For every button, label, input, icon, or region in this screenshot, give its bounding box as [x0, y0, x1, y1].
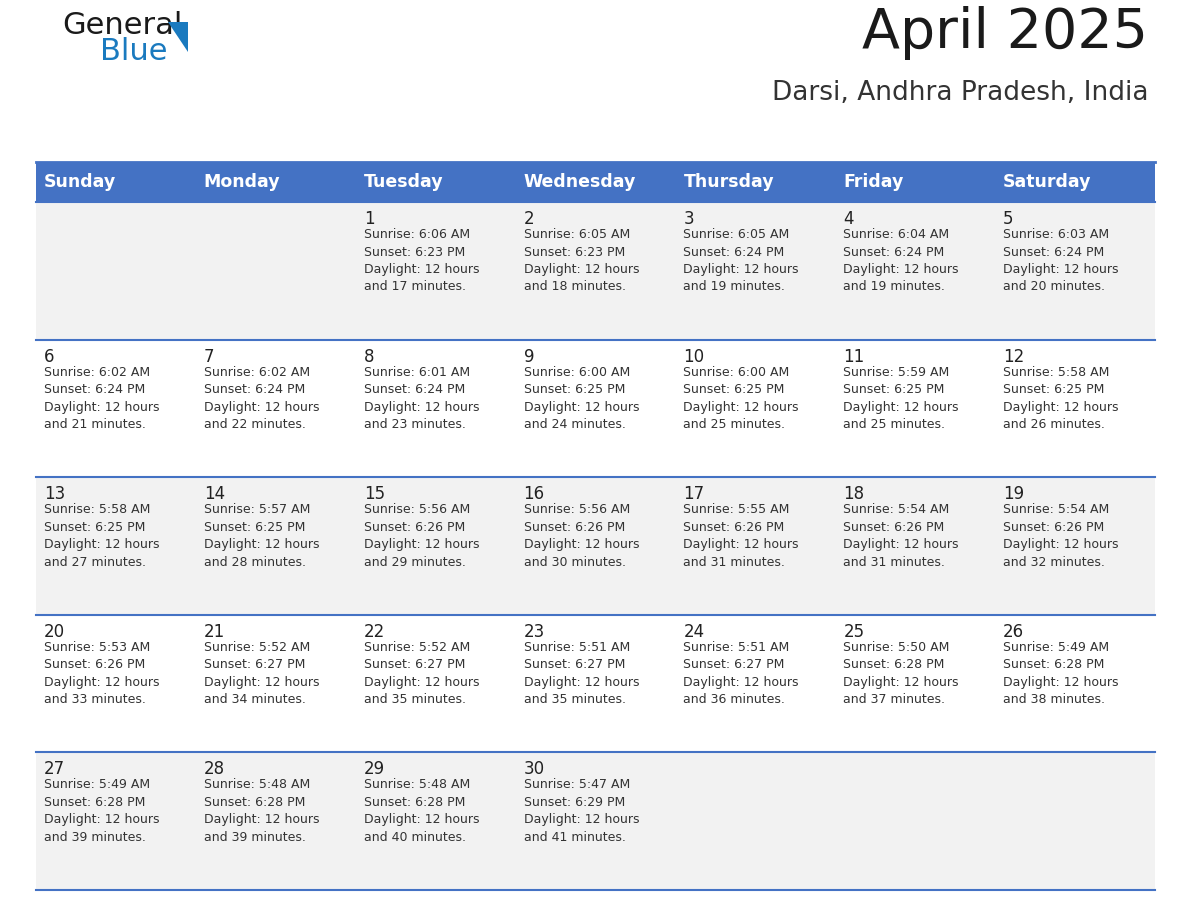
- Text: 16: 16: [524, 486, 544, 503]
- Text: Sunrise: 5:58 AM
Sunset: 6:25 PM
Daylight: 12 hours
and 26 minutes.: Sunrise: 5:58 AM Sunset: 6:25 PM Dayligh…: [1003, 365, 1119, 431]
- Text: Sunrise: 5:47 AM
Sunset: 6:29 PM
Daylight: 12 hours
and 41 minutes.: Sunrise: 5:47 AM Sunset: 6:29 PM Dayligh…: [524, 778, 639, 844]
- Text: Sunrise: 5:51 AM
Sunset: 6:27 PM
Daylight: 12 hours
and 36 minutes.: Sunrise: 5:51 AM Sunset: 6:27 PM Dayligh…: [683, 641, 798, 706]
- Text: Monday: Monday: [204, 173, 280, 191]
- Text: Tuesday: Tuesday: [364, 173, 443, 191]
- Text: 15: 15: [364, 486, 385, 503]
- Text: Sunrise: 5:57 AM
Sunset: 6:25 PM
Daylight: 12 hours
and 28 minutes.: Sunrise: 5:57 AM Sunset: 6:25 PM Dayligh…: [204, 503, 320, 568]
- Text: 24: 24: [683, 622, 704, 641]
- Text: Sunrise: 6:02 AM
Sunset: 6:24 PM
Daylight: 12 hours
and 21 minutes.: Sunrise: 6:02 AM Sunset: 6:24 PM Dayligh…: [44, 365, 159, 431]
- Text: 20: 20: [44, 622, 65, 641]
- Text: Darsi, Andhra Pradesh, India: Darsi, Andhra Pradesh, India: [771, 80, 1148, 106]
- Bar: [36, 340, 1155, 477]
- Text: 26: 26: [1003, 622, 1024, 641]
- Text: 12: 12: [1003, 348, 1024, 365]
- Text: Sunrise: 5:58 AM
Sunset: 6:25 PM
Daylight: 12 hours
and 27 minutes.: Sunrise: 5:58 AM Sunset: 6:25 PM Dayligh…: [44, 503, 159, 568]
- Text: General: General: [62, 11, 183, 40]
- Text: Sunrise: 6:05 AM
Sunset: 6:24 PM
Daylight: 12 hours
and 19 minutes.: Sunrise: 6:05 AM Sunset: 6:24 PM Dayligh…: [683, 228, 798, 294]
- Bar: [676, 162, 835, 202]
- Text: 28: 28: [204, 760, 225, 778]
- Text: 27: 27: [44, 760, 65, 778]
- Bar: [355, 162, 516, 202]
- Text: Sunrise: 5:49 AM
Sunset: 6:28 PM
Daylight: 12 hours
and 39 minutes.: Sunrise: 5:49 AM Sunset: 6:28 PM Dayligh…: [44, 778, 159, 844]
- Bar: [36, 753, 1155, 890]
- Text: Sunrise: 5:54 AM
Sunset: 6:26 PM
Daylight: 12 hours
and 31 minutes.: Sunrise: 5:54 AM Sunset: 6:26 PM Dayligh…: [843, 503, 959, 568]
- Text: Sunrise: 5:48 AM
Sunset: 6:28 PM
Daylight: 12 hours
and 39 minutes.: Sunrise: 5:48 AM Sunset: 6:28 PM Dayligh…: [204, 778, 320, 844]
- Bar: [36, 477, 1155, 615]
- Text: 21: 21: [204, 622, 225, 641]
- Text: Sunrise: 6:06 AM
Sunset: 6:23 PM
Daylight: 12 hours
and 17 minutes.: Sunrise: 6:06 AM Sunset: 6:23 PM Dayligh…: [364, 228, 479, 294]
- Text: Sunrise: 5:59 AM
Sunset: 6:25 PM
Daylight: 12 hours
and 25 minutes.: Sunrise: 5:59 AM Sunset: 6:25 PM Dayligh…: [843, 365, 959, 431]
- Text: Sunrise: 5:56 AM
Sunset: 6:26 PM
Daylight: 12 hours
and 30 minutes.: Sunrise: 5:56 AM Sunset: 6:26 PM Dayligh…: [524, 503, 639, 568]
- Text: 18: 18: [843, 486, 865, 503]
- Bar: [835, 162, 996, 202]
- Text: 25: 25: [843, 622, 865, 641]
- Text: 2: 2: [524, 210, 535, 228]
- Text: 9: 9: [524, 348, 535, 365]
- Text: Sunrise: 6:05 AM
Sunset: 6:23 PM
Daylight: 12 hours
and 18 minutes.: Sunrise: 6:05 AM Sunset: 6:23 PM Dayligh…: [524, 228, 639, 294]
- Text: 3: 3: [683, 210, 694, 228]
- Bar: [36, 615, 1155, 753]
- Text: April 2025: April 2025: [862, 6, 1148, 60]
- Text: 29: 29: [364, 760, 385, 778]
- Text: 5: 5: [1003, 210, 1013, 228]
- Text: Sunrise: 6:00 AM
Sunset: 6:25 PM
Daylight: 12 hours
and 24 minutes.: Sunrise: 6:00 AM Sunset: 6:25 PM Dayligh…: [524, 365, 639, 431]
- Text: 11: 11: [843, 348, 865, 365]
- Text: Sunrise: 5:52 AM
Sunset: 6:27 PM
Daylight: 12 hours
and 34 minutes.: Sunrise: 5:52 AM Sunset: 6:27 PM Dayligh…: [204, 641, 320, 706]
- Text: Sunrise: 5:51 AM
Sunset: 6:27 PM
Daylight: 12 hours
and 35 minutes.: Sunrise: 5:51 AM Sunset: 6:27 PM Dayligh…: [524, 641, 639, 706]
- Bar: [36, 162, 196, 202]
- Text: Sunrise: 6:02 AM
Sunset: 6:24 PM
Daylight: 12 hours
and 22 minutes.: Sunrise: 6:02 AM Sunset: 6:24 PM Dayligh…: [204, 365, 320, 431]
- Text: Thursday: Thursday: [683, 173, 775, 191]
- Text: 13: 13: [44, 486, 65, 503]
- Text: 4: 4: [843, 210, 854, 228]
- Text: 7: 7: [204, 348, 214, 365]
- Text: Sunrise: 6:01 AM
Sunset: 6:24 PM
Daylight: 12 hours
and 23 minutes.: Sunrise: 6:01 AM Sunset: 6:24 PM Dayligh…: [364, 365, 479, 431]
- Text: Saturday: Saturday: [1003, 173, 1092, 191]
- Text: 1: 1: [364, 210, 374, 228]
- Text: 22: 22: [364, 622, 385, 641]
- Text: 23: 23: [524, 622, 545, 641]
- Text: Sunrise: 5:54 AM
Sunset: 6:26 PM
Daylight: 12 hours
and 32 minutes.: Sunrise: 5:54 AM Sunset: 6:26 PM Dayligh…: [1003, 503, 1119, 568]
- Text: Sunrise: 5:53 AM
Sunset: 6:26 PM
Daylight: 12 hours
and 33 minutes.: Sunrise: 5:53 AM Sunset: 6:26 PM Dayligh…: [44, 641, 159, 706]
- Text: 10: 10: [683, 348, 704, 365]
- Text: 30: 30: [524, 760, 544, 778]
- Bar: [996, 162, 1155, 202]
- Text: Sunrise: 5:52 AM
Sunset: 6:27 PM
Daylight: 12 hours
and 35 minutes.: Sunrise: 5:52 AM Sunset: 6:27 PM Dayligh…: [364, 641, 479, 706]
- Text: Sunrise: 6:03 AM
Sunset: 6:24 PM
Daylight: 12 hours
and 20 minutes.: Sunrise: 6:03 AM Sunset: 6:24 PM Dayligh…: [1003, 228, 1119, 294]
- Bar: [516, 162, 676, 202]
- Text: Sunrise: 5:48 AM
Sunset: 6:28 PM
Daylight: 12 hours
and 40 minutes.: Sunrise: 5:48 AM Sunset: 6:28 PM Dayligh…: [364, 778, 479, 844]
- Bar: [36, 202, 1155, 340]
- Polygon shape: [168, 22, 188, 52]
- Text: 6: 6: [44, 348, 55, 365]
- Text: 14: 14: [204, 486, 225, 503]
- Text: Sunrise: 5:55 AM
Sunset: 6:26 PM
Daylight: 12 hours
and 31 minutes.: Sunrise: 5:55 AM Sunset: 6:26 PM Dayligh…: [683, 503, 798, 568]
- Text: Sunday: Sunday: [44, 173, 116, 191]
- Text: Sunrise: 6:04 AM
Sunset: 6:24 PM
Daylight: 12 hours
and 19 minutes.: Sunrise: 6:04 AM Sunset: 6:24 PM Dayligh…: [843, 228, 959, 294]
- Text: 8: 8: [364, 348, 374, 365]
- Text: Sunrise: 5:56 AM
Sunset: 6:26 PM
Daylight: 12 hours
and 29 minutes.: Sunrise: 5:56 AM Sunset: 6:26 PM Dayligh…: [364, 503, 479, 568]
- Text: Wednesday: Wednesday: [524, 173, 636, 191]
- Text: 19: 19: [1003, 486, 1024, 503]
- Text: Sunrise: 6:00 AM
Sunset: 6:25 PM
Daylight: 12 hours
and 25 minutes.: Sunrise: 6:00 AM Sunset: 6:25 PM Dayligh…: [683, 365, 798, 431]
- Text: Blue: Blue: [100, 37, 168, 66]
- Text: Sunrise: 5:50 AM
Sunset: 6:28 PM
Daylight: 12 hours
and 37 minutes.: Sunrise: 5:50 AM Sunset: 6:28 PM Dayligh…: [843, 641, 959, 706]
- Bar: [196, 162, 355, 202]
- Text: Sunrise: 5:49 AM
Sunset: 6:28 PM
Daylight: 12 hours
and 38 minutes.: Sunrise: 5:49 AM Sunset: 6:28 PM Dayligh…: [1003, 641, 1119, 706]
- Text: Friday: Friday: [843, 173, 904, 191]
- Text: 17: 17: [683, 486, 704, 503]
